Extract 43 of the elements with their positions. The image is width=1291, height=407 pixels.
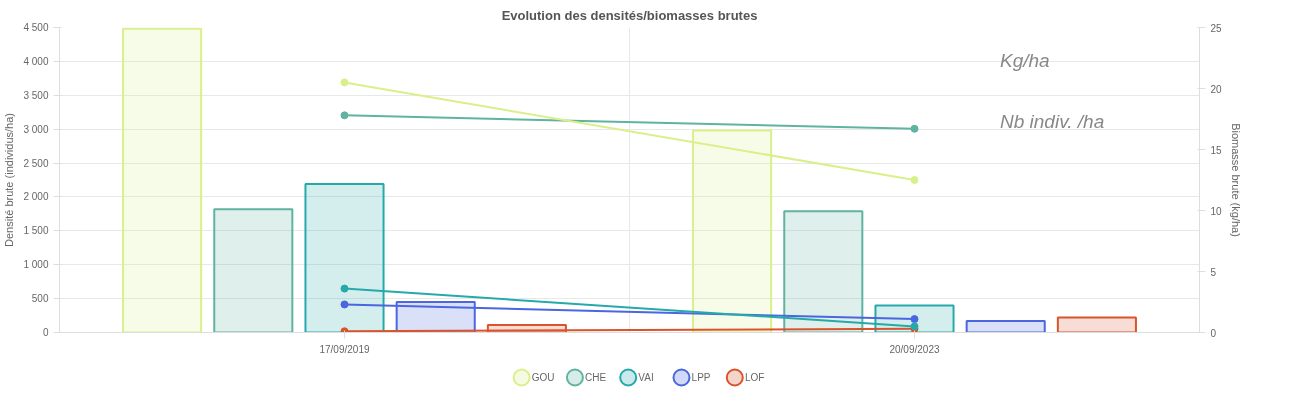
legend-label: VAI: [638, 372, 654, 383]
point: [340, 300, 349, 309]
bar: [213, 208, 294, 333]
point: [340, 111, 349, 120]
y2-tick-label: 25: [1210, 22, 1223, 34]
y2-tick-label: 0: [1210, 327, 1217, 339]
y-tick-label: 1 000: [23, 259, 49, 271]
point: [910, 315, 919, 324]
chart-title: Evolution des densités/biomasses brutes: [501, 7, 758, 23]
y2-tick-label: 5: [1210, 266, 1217, 278]
bar: [692, 129, 773, 333]
y-tick-label: 1 500: [23, 225, 49, 237]
y-tick-label: 500: [31, 293, 49, 305]
y2-tick-label: 10: [1210, 205, 1223, 217]
bar: [783, 210, 864, 333]
bar: [965, 319, 1046, 333]
y2-axis-title: Biomasse brute (kg/ha): [1229, 123, 1242, 237]
point: [910, 176, 919, 184]
legend-label: LPP: [691, 372, 711, 383]
legend-label: CHE: [585, 372, 607, 383]
bar: [122, 27, 203, 333]
y2-tick-label: 20: [1210, 83, 1223, 95]
x-tick-label: 17/09/2019: [319, 343, 370, 355]
bar: [1056, 316, 1137, 333]
legend-label: GOU: [531, 372, 555, 383]
y-tick-label: 3 000: [23, 123, 49, 135]
y-tick-label: 4 000: [23, 55, 49, 67]
annotation: Nb indiv. /ha: [1000, 110, 1105, 132]
y-tick-label: 0: [42, 327, 49, 338]
annotation: Kg/ha: [1000, 49, 1050, 71]
y2-tick-label: 15: [1210, 144, 1223, 156]
x-tick-label: 20/09/2023: [889, 343, 940, 355]
legend-label: LOF: [744, 372, 765, 383]
point: [910, 124, 919, 133]
y-tick-label: 2 500: [23, 157, 49, 169]
y-tick-label: 2 000: [23, 191, 49, 203]
y-tick-label: 4 500: [23, 22, 49, 33]
bar: [304, 183, 385, 333]
y-tick-label: 3 500: [23, 89, 49, 101]
point: [340, 78, 349, 87]
bar: [874, 304, 955, 333]
point: [340, 284, 349, 293]
y-axis-title: Densité brute (individus/ha): [3, 113, 16, 247]
